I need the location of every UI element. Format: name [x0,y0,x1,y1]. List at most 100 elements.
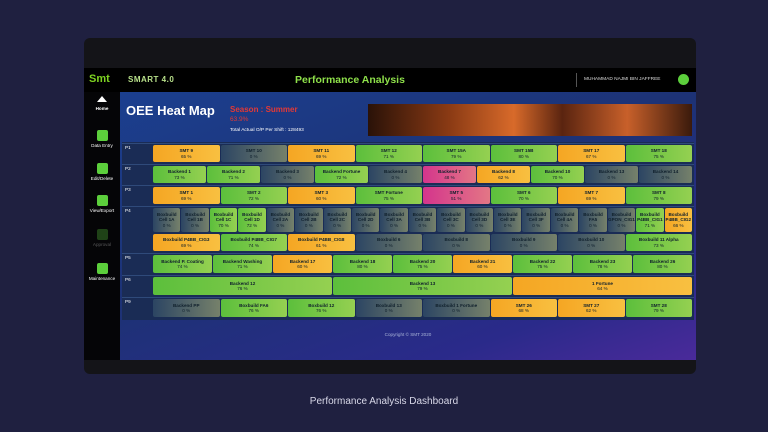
cell-value: 69 % [316,153,327,159]
heat-cell[interactable]: Backend 21 60 % [453,255,512,273]
nav-item[interactable]: Data Entry [84,130,120,148]
nav-icon [96,229,108,240]
cell-name: SMT 3 [314,190,329,196]
heat-cell[interactable]: Boxbuild Cell 3D 0 % [465,208,494,232]
heat-cell[interactable]: Boxbuild Cell 2C 0 % [323,208,351,232]
heat-cell[interactable]: SMT 28 79 % [625,299,692,317]
cell-name: Backend 8 [492,169,515,175]
heat-cell[interactable]: Boxbuild P4BB_CIG2 66 % [664,208,693,232]
heat-cell[interactable]: SMT Fortune 75 % [355,187,422,204]
heat-cell[interactable]: Boxbuild P4BB_CIG1 71 % [636,208,664,232]
nav-item[interactable]: Edit/Delete [84,163,120,181]
heat-cell[interactable]: SMT 15A 79 % [423,145,490,162]
heat-cell[interactable]: Boxbuild P4BB_CIG8 61 % [288,234,355,251]
heat-cell[interactable]: Backend 20 75 % [393,255,452,273]
user-name[interactable]: MUHAMMAD NAJMI BIN JAFFREE [584,77,661,82]
heat-cell[interactable]: Boxbuild Cell 2B 0 % [295,208,323,232]
heat-cell[interactable]: Boxbuild Cell 3C 0 % [437,208,465,232]
heat-cell[interactable]: Boxbuild Cell 4A 0 % [550,208,579,232]
heat-cell[interactable]: Boxbuild Cell 3A 0 % [380,208,408,232]
main-content: OEE Heat Map Season : Summer 63.9% Total… [120,92,696,360]
heat-cell[interactable]: Boxbuild Cell 3F 0 % [522,208,550,232]
heat-cell[interactable]: Backend 2 71 % [207,166,260,183]
cell-value: 0 % [587,242,596,248]
heat-cell[interactable]: SMT 6 70 % [490,187,557,204]
heat-cell[interactable]: Backend P. Coating 74 % [153,255,212,273]
heat-cell[interactable]: Boxbuild Cell 1C 70 % [209,208,238,232]
heat-cell[interactable]: Backend 22 75 % [513,255,572,273]
heat-cell[interactable]: Boxbuild P4BB_CIG7 74 % [220,234,287,251]
heat-cell[interactable]: Boxbuild FA6 76 % [220,299,287,317]
nav-item[interactable]: Home [84,96,120,111]
heat-cell[interactable]: Boxbuild 11 Alpha 73 % [625,234,692,251]
cell-name: Boxbuild Cell 2C [327,212,348,223]
heat-cell[interactable]: Boxbuild GPON_CIG1 0 % [607,208,636,232]
heat-cell[interactable]: Boxbuild 1 Fortune 0 % [423,299,490,317]
heat-cell[interactable]: SMT 3 60 % [288,187,355,204]
heat-cell[interactable]: Backend 17 60 % [273,255,332,273]
heat-cell[interactable]: Boxbuild Cell 2D 0 % [351,208,380,232]
heat-cell[interactable]: SMT 18 75 % [625,145,692,162]
heat-cell[interactable]: SMT 27 62 % [558,299,625,317]
cell-value: 0 % [191,222,200,228]
heat-cell[interactable]: SMT 12 71 % [355,145,422,162]
heat-cell[interactable]: SMT 9 65 % [153,145,220,162]
heat-row: P3 SMT 1 69 % SMT 2 72 % SMT 3 60 % SMT Fortune… [122,185,694,206]
heat-cell[interactable]: Backend 13 0 % [585,166,638,183]
heat-cell[interactable]: Backend 23 78 % [573,255,632,273]
heat-cell[interactable]: Boxbuild FA5 0 % [579,208,607,232]
heat-cell[interactable]: SMT 7 69 % [558,187,625,204]
cell-value: 60 % [316,195,327,201]
nav-item[interactable]: Maintenance [84,263,120,281]
heat-cell[interactable]: Backend 10 70 % [531,166,584,183]
cell-name: Boxbuild Cell 1D [242,212,262,223]
heat-cell[interactable]: SMT 11 69 % [288,145,355,162]
heat-cell[interactable]: SMT 8 79 % [625,187,692,204]
heat-cell[interactable]: Backend 1 73 % [153,166,206,183]
heat-cell[interactable]: SMT 26 68 % [490,299,557,317]
heat-cell[interactable]: Boxbuild 13 0 % [355,299,422,317]
heat-cell[interactable]: Boxbuild Cell 1D 72 % [238,208,266,232]
heat-cell[interactable]: Backend 26 80 % [633,255,692,273]
heat-cell[interactable]: Boxbuild 10 0 % [558,234,625,251]
heat-cell[interactable]: Backend Fortune 72 % [315,166,368,183]
heat-cell[interactable]: Boxbuild Cell 3E 0 % [494,208,522,232]
cell-value: 79 % [451,153,462,159]
heat-cell[interactable]: Backend 8 62 % [477,166,530,183]
nav-item[interactable]: Approval [84,229,120,247]
heat-cell[interactable]: SMT 1 69 % [153,187,220,204]
heat-cell[interactable]: Backend 18 80 % [333,255,392,273]
heat-cell[interactable]: SMT 15B 80 % [490,145,557,162]
heat-cell[interactable]: Boxbuild 12 76 % [288,299,355,317]
heat-cell[interactable]: Boxbuild Cell 3B 0 % [408,208,437,232]
cell-name: Boxbuild P4BB_CIG1 [637,212,663,223]
heat-cell[interactable]: SMT 5 51 % [423,187,490,204]
heat-cell[interactable]: Backend 7 48 % [423,166,476,183]
cell-value: 0 % [249,153,258,159]
heat-cell[interactable]: Boxbuild Cell 1A 0 % [153,208,181,232]
heat-cell[interactable]: SMT 2 72 % [220,187,287,204]
heat-cell[interactable]: SMT 17 67 % [558,145,625,162]
heat-cell[interactable]: Boxbuild Cell 2A 0 % [266,208,295,232]
heat-cell[interactable]: Boxbuild Cell 1B 0 % [181,208,209,232]
cell-value: 0 % [589,222,597,228]
heat-cell[interactable]: Backend 13 79 % [333,277,512,295]
user-icon[interactable] [678,74,689,85]
heat-cell[interactable]: Backend 12 76 % [153,277,332,295]
cell-name: Backend 13 [409,280,436,286]
heat-cell[interactable]: Backend PP 0 % [153,299,220,317]
heat-cell[interactable]: Backend 14 0 % [639,166,692,183]
cell-name: Boxbuild 11 Alpha [638,237,679,243]
cell-name: SMT 1 [179,190,194,196]
heat-cell[interactable]: SMT 10 0 % [220,145,287,162]
heat-cell[interactable]: 1 Fortune 64 % [513,277,692,295]
nav-item[interactable]: View/Export [84,195,120,213]
heat-cell[interactable]: Boxbuild P4BB_CIG3 69 % [153,234,220,251]
heat-cell[interactable]: Backend Washing 71 % [213,255,272,273]
divider [576,73,577,87]
